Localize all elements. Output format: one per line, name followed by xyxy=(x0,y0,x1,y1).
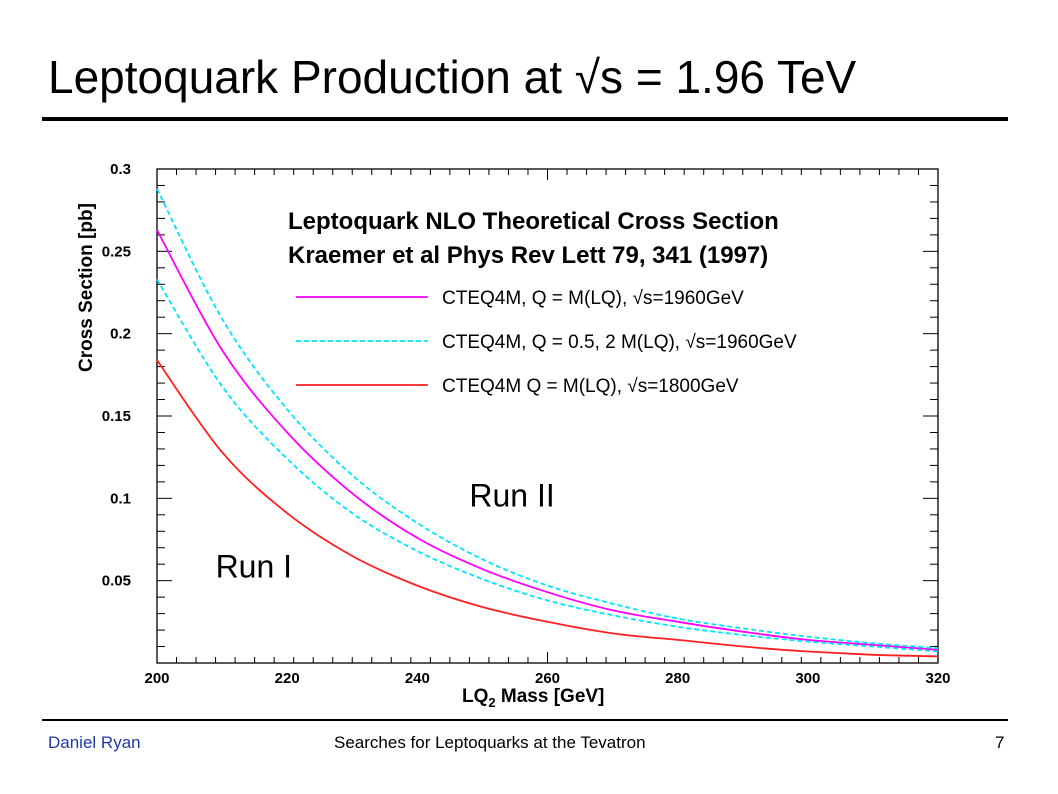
x-tick-label: 320 xyxy=(925,670,950,687)
legend: CTEQ4M, Q = M(LQ), √s=1960GeV CTEQ4M, Q =… xyxy=(296,288,797,397)
footer-page-number: 7 xyxy=(995,733,1005,752)
footer-divider xyxy=(42,719,1008,721)
y-tick-label: 0.2 xyxy=(110,326,131,343)
y-tick-label: 0.1 xyxy=(110,490,131,507)
x-tick-label: 280 xyxy=(665,670,690,687)
y-tick-label: 0.3 xyxy=(110,161,131,178)
y-tick-label: 0.25 xyxy=(102,243,131,260)
x-tick-label: 300 xyxy=(795,670,820,687)
x-tick-label: 240 xyxy=(405,670,430,687)
x-tick-label: 200 xyxy=(144,670,169,687)
chart-subtitle: Kraemer et al Phys Rev Lett 79, 341 (199… xyxy=(288,242,768,269)
footer-talk-title: Searches for Leptoquarks at the Tevatron xyxy=(334,733,646,752)
title-divider xyxy=(42,117,1008,121)
legend-label: CTEQ4M, Q = M(LQ), √s=1960GeV xyxy=(442,288,744,309)
slide-title: Leptoquark Production at √s = 1.96 TeV xyxy=(48,51,857,103)
footer-author: Daniel Ryan xyxy=(48,733,141,752)
series-line-4 xyxy=(156,359,939,658)
cross-section-chart: 200 220 240 260 280 300 320 0.05 0.1 0.15 0.2 0.25 0… xyxy=(76,153,972,710)
annotations: Run II Run I xyxy=(216,478,555,585)
y-tick-label: 0.05 xyxy=(102,573,131,590)
legend-label: CTEQ4M Q = M(LQ), √s=1800GeV xyxy=(442,376,739,397)
y-axis-label: Cross Section [pb] xyxy=(76,203,97,372)
x-axis-label: LQ2 Mass [GeV] xyxy=(462,686,604,710)
series-line-1 xyxy=(156,229,939,651)
series-line-2 xyxy=(156,188,939,650)
plot-background xyxy=(135,153,972,710)
series-lines xyxy=(156,188,939,658)
legend-label: CTEQ4M, Q = 0.5, 2 M(LQ), √s=1960GeV xyxy=(442,332,797,353)
chart-title: Leptoquark NLO Theoretical Cross Section xyxy=(288,208,779,235)
y-tick-label: 0.15 xyxy=(102,408,131,425)
x-tick-label: 220 xyxy=(275,670,300,687)
run-annotation: Run II xyxy=(469,478,554,514)
series-line-3 xyxy=(156,278,939,653)
x-tick-label: 260 xyxy=(535,670,560,687)
run-annotation: Run I xyxy=(216,548,292,584)
